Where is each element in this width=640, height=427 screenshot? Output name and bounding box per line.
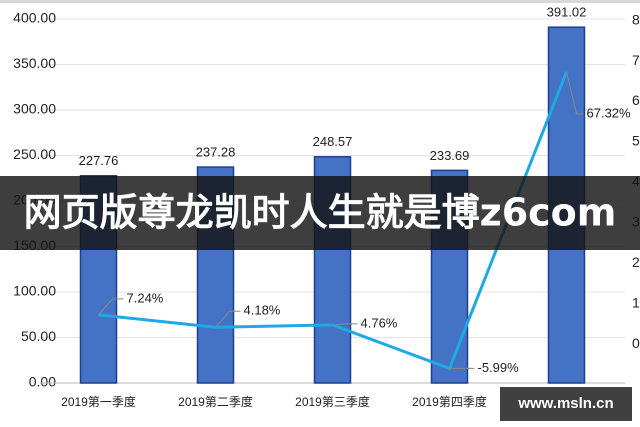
y-tick-label: 350.00 <box>13 55 56 71</box>
y2-tick-label: 80.00% <box>632 11 640 27</box>
banner-background <box>0 176 640 250</box>
y-tick-label: 0.00 <box>29 374 56 390</box>
y-tick-label: 300.00 <box>13 101 56 117</box>
callout <box>98 298 124 316</box>
line-value-label: 4.76% <box>361 315 398 330</box>
watermark-text: www.msln.cn <box>517 395 613 412</box>
callout <box>332 323 358 326</box>
line-value-label: 4.18% <box>244 303 281 318</box>
banner-text: 网页版尊龙凯时人生就是博z6com <box>24 191 617 235</box>
bar-value-label: 391.02 <box>547 5 587 20</box>
y2-tick-label: 70.00% <box>632 52 640 68</box>
x-tick-label: 2019第四季度 <box>412 394 487 409</box>
callout <box>566 71 584 115</box>
line-value-label: 67.32% <box>587 105 632 120</box>
y-tick-label: 400.00 <box>13 10 56 26</box>
bar-value-label: 248.57 <box>313 134 353 149</box>
callout <box>215 310 241 328</box>
watermark-background <box>500 387 632 421</box>
y2-tick-label: 10.00% <box>632 294 640 310</box>
y2-tick-label: 0.00% <box>632 335 640 351</box>
x-tick-label: 2019第三季度 <box>295 394 370 409</box>
y2-tick-label: 50.00% <box>632 133 640 149</box>
y2-tick-label: 60.00% <box>632 92 640 108</box>
y-tick-label: 100.00 <box>13 283 56 299</box>
line-value-label: 7.24% <box>127 290 164 305</box>
bar-value-label: 227.76 <box>79 153 119 168</box>
line-value-label: -5.99% <box>478 360 520 375</box>
y-tick-label: 50.00 <box>21 328 56 344</box>
y-tick-label: 250.00 <box>13 146 56 162</box>
y2-tick-label: 20.00% <box>632 254 640 270</box>
line <box>98 71 568 371</box>
bar-value-label: 233.69 <box>430 148 470 163</box>
x-tick-label: 2019第一季度 <box>61 394 136 409</box>
bar-value-label: 237.28 <box>196 145 236 160</box>
top-border <box>0 0 640 3</box>
x-tick-label: 2019第二季度 <box>178 394 253 409</box>
